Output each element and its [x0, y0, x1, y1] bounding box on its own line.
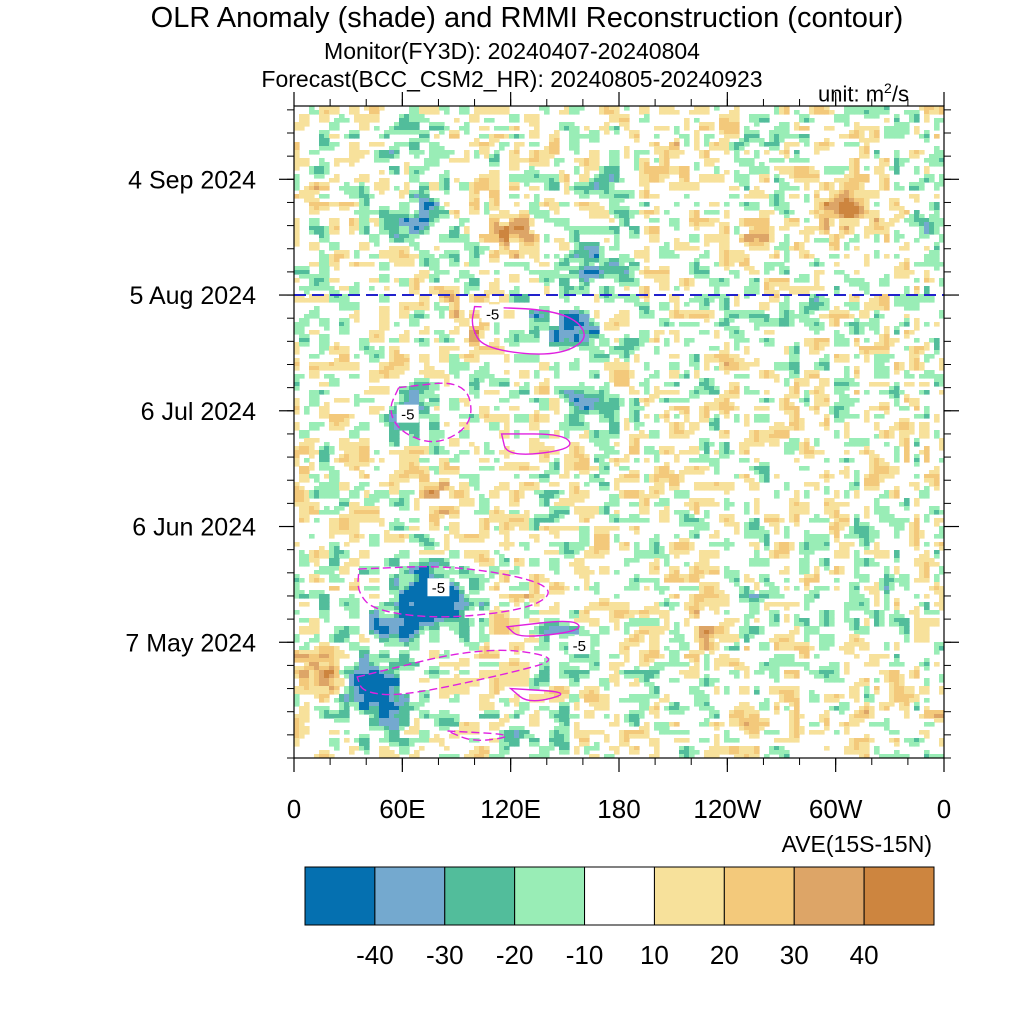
colorbar-label: 10	[640, 940, 669, 970]
y-tick-label: 5 Aug 2024	[129, 282, 256, 310]
colorbar-label: -10	[566, 940, 604, 970]
contour-line	[500, 433, 571, 455]
contour-label-text: -5	[486, 306, 499, 323]
y-tick-label: 6 Jun 2024	[132, 514, 256, 542]
x-tick-label: 180	[597, 794, 640, 824]
colorbar-label: 30	[780, 940, 809, 970]
unit-exponent: 2	[884, 80, 892, 96]
contour-label-text: -5	[432, 580, 445, 597]
y-tick-label: 6 Jul 2024	[141, 398, 256, 426]
unit-suffix: /s	[891, 81, 909, 107]
colorbar-box	[444, 866, 516, 926]
contour-label-text: -5	[401, 407, 414, 424]
colorbar-box	[584, 866, 655, 926]
colorbar-label: -30	[426, 940, 464, 970]
colorbar-box	[863, 866, 935, 926]
contour-line	[356, 649, 550, 696]
anomaly-shading	[294, 106, 944, 758]
x-axis-label: AVE(15S-15N)	[782, 831, 932, 857]
chart-title: OLR Anomaly (shade) and RMMI Reconstruct…	[150, 2, 904, 34]
colorbar-box	[374, 866, 446, 926]
subtitle-forecast: Forecast(BCC_CSM2_HR): 20240805-20240923	[261, 66, 763, 92]
contour-label: -5	[568, 636, 591, 655]
contour-line	[390, 382, 472, 443]
colorbar-box	[304, 866, 376, 926]
axes: 0 60E 120E 180 120W 60W 0 7 May 2024 6 Jun 2024 6…	[125, 92, 959, 824]
unit-prefix: unit: m	[818, 81, 885, 107]
colorbar-label: -40	[356, 940, 394, 970]
x-tick-label: 60E	[379, 794, 425, 824]
colorbar-box	[514, 866, 586, 926]
x-tick-label: 60W	[809, 794, 863, 824]
x-tick-label: 120W	[693, 794, 761, 824]
contour-label: -5	[481, 304, 504, 323]
colorbar: -40 -30 -20 -10 10 20 30 40	[304, 866, 935, 970]
contour-line	[508, 687, 562, 702]
contour-line	[471, 305, 585, 355]
contour-line	[357, 566, 549, 618]
contour-label: -5	[427, 578, 450, 597]
colorbar-label: 40	[850, 940, 879, 970]
x-tick-label: 0	[937, 794, 951, 824]
rmmi-contours: -5 -5 -5 -5	[356, 304, 591, 741]
contour-line	[505, 620, 580, 637]
contour-line	[447, 730, 507, 741]
contour-label-text: -5	[573, 638, 586, 655]
x-tick-label: 120E	[480, 794, 541, 824]
colorbar-label: 20	[710, 940, 739, 970]
y-tick-label: 4 Sep 2024	[128, 166, 256, 194]
unit-label: unit: m2/s	[818, 80, 909, 107]
y-tick-label: 7 May 2024	[125, 629, 256, 657]
colorbar-box	[653, 866, 725, 926]
colorbar-label: -20	[496, 940, 534, 970]
colorbar-box	[793, 866, 865, 926]
subtitle-monitor: Monitor(FY3D): 20240407-20240804	[324, 38, 700, 64]
colorbar-box	[723, 866, 795, 926]
contour-label: -5	[396, 404, 419, 424]
x-tick-label: 0	[287, 794, 301, 824]
